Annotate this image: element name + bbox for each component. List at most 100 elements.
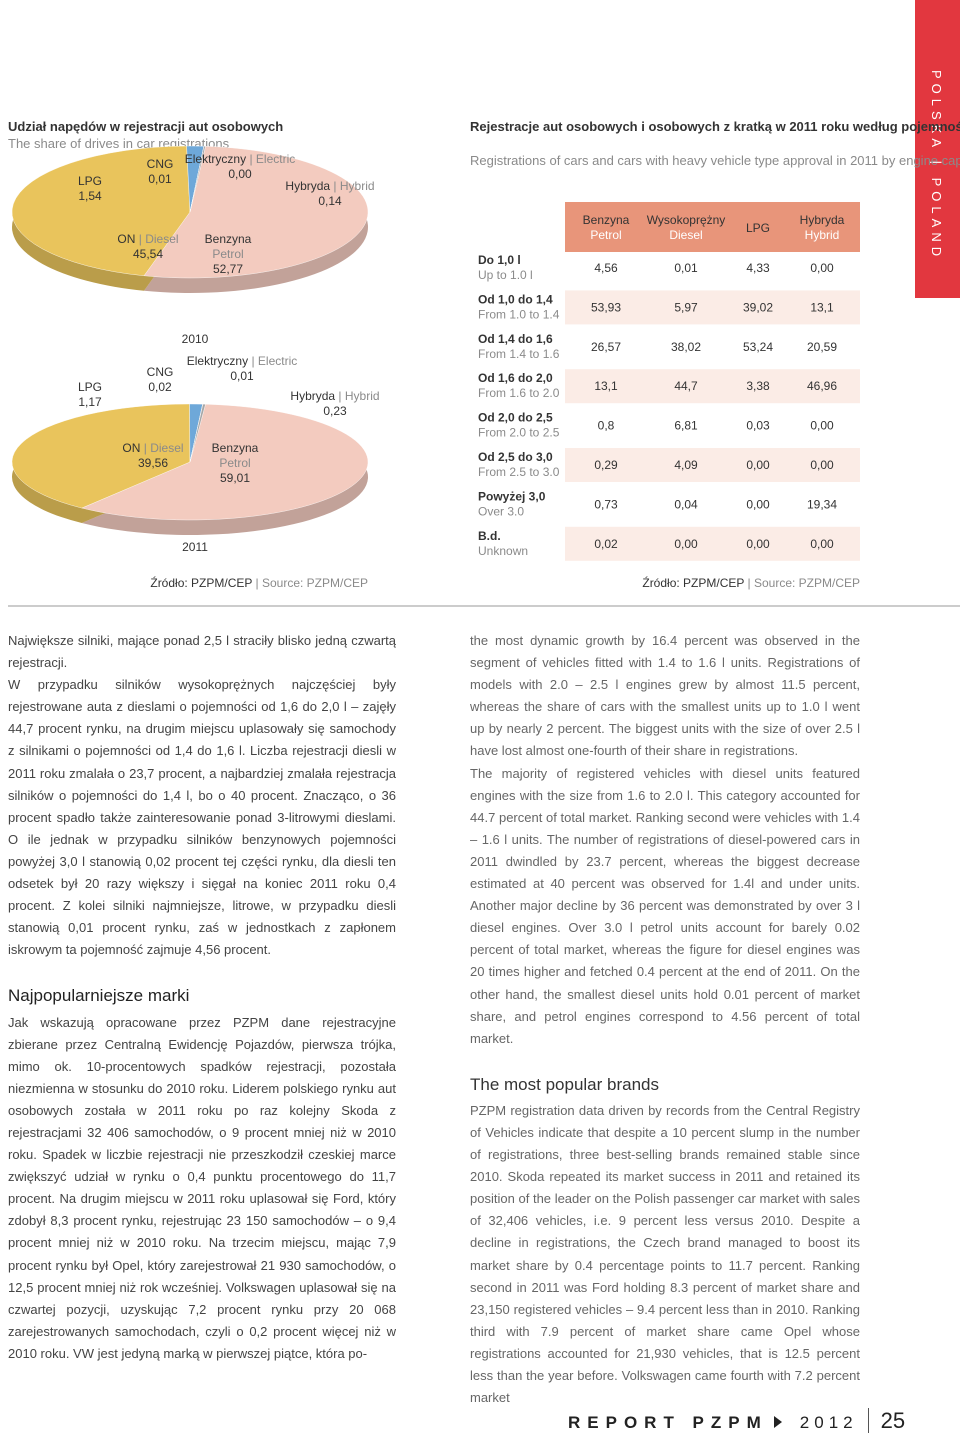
table-cell: 53,93	[591, 300, 621, 314]
column-header-pl: Wysokoprężny	[647, 213, 726, 227]
slice-value: 0,23	[323, 404, 347, 418]
source-pl: Źródło: PZPM/CEP	[150, 575, 252, 590]
side-en: POLAND	[929, 177, 944, 262]
pie-slice	[11, 145, 191, 276]
table-cell: 0,29	[594, 458, 618, 472]
side-pl: POLSKA	[929, 70, 944, 153]
row-label-en: Over 3.0	[478, 504, 524, 518]
table-cell: 0,00	[746, 458, 770, 472]
row-label-en: From 1.0 to 1.4	[478, 307, 560, 321]
slice-label-en: Diesel	[145, 232, 178, 246]
table-cell: 0,8	[598, 419, 615, 433]
slice-label-en: Hybrid	[345, 389, 380, 403]
table-subtitle: Registrations of cars and cars with heav…	[470, 153, 960, 168]
table-cell: 0,04	[674, 497, 698, 511]
slice-value: 45,54	[133, 247, 163, 261]
source-en: Source: PZPM/CEP	[754, 576, 860, 590]
slice-label-pl: Hybryda	[290, 389, 335, 403]
row-band	[565, 369, 860, 404]
footer-report: REPORT PZPM	[568, 1413, 768, 1432]
slice-label-pl: ON	[117, 232, 135, 246]
slice-label-pl: CNG	[147, 365, 174, 379]
table-cell: 4,09	[674, 458, 698, 472]
slice-label-en: Diesel	[150, 441, 183, 455]
row-label-en: From 2.0 to 2.5	[478, 426, 560, 440]
table-header-bg	[565, 202, 860, 252]
row-label-en: Unknown	[478, 544, 528, 558]
row-label-pl: Od 2,0 do 2,5	[478, 411, 553, 425]
footer: REPORT PZPM 2012 25	[568, 1408, 906, 1434]
slice-label-pl: Elektryczny	[187, 354, 248, 368]
table-cell: 5,97	[674, 300, 698, 314]
column-header-pl: LPG	[746, 221, 770, 235]
slice-label: CNG	[147, 157, 174, 171]
slice-label: Benzyna	[212, 441, 259, 455]
column-header-pl: Hybryda	[800, 213, 845, 227]
separator: |	[248, 354, 258, 368]
table-cell: 0,73	[594, 497, 618, 511]
slice-value: 1,17	[78, 395, 102, 409]
table-cell: 0,01	[674, 261, 698, 275]
row-label-pl: Do 1,0 l	[478, 253, 521, 267]
table-cell: 19,34	[807, 497, 837, 511]
page-number: 25	[867, 1408, 906, 1433]
column-header-en: Diesel	[669, 228, 702, 242]
slice-value: 0,00	[228, 167, 252, 181]
row-band	[565, 448, 860, 482]
separator: |	[335, 389, 345, 403]
slice-label: LPG	[78, 380, 102, 394]
row-label-en: From 1.6 to 2.0	[478, 386, 560, 400]
slice-label-pl: Elektryczny	[185, 152, 246, 166]
pie-year: 2011	[182, 540, 208, 554]
table-cell: 0,00	[810, 261, 834, 275]
slice-label-en: Hybrid	[340, 179, 375, 193]
slice-value: 0,01	[230, 369, 254, 383]
pie-slice	[189, 145, 206, 213]
footer-year: 2012	[799, 1413, 858, 1432]
source-pl: Źródło: PZPM/CEP	[642, 575, 744, 590]
slice-label-pl: LPG	[78, 174, 102, 188]
row-label-en: Up to 1.0 l	[478, 268, 533, 282]
top-graphics: Udział napędów w rejestracji aut osobowy…	[8, 119, 960, 607]
text-column-right: the most dynamic growth by 16.4 percent …	[470, 630, 860, 1409]
table-cell: 4,56	[594, 261, 618, 275]
separator: |	[246, 152, 256, 166]
separator: |	[135, 232, 145, 246]
table-cell: 26,57	[591, 340, 621, 354]
table-cell: 0,00	[810, 419, 834, 433]
table-cell: 20,59	[807, 340, 837, 354]
slice-label-en: Electric	[256, 152, 295, 166]
table-cell: 46,96	[807, 379, 837, 393]
table-cell: 13,1	[594, 379, 618, 393]
row-label-pl: Od 2,5 do 3,0	[478, 450, 553, 464]
slice-label-pl: LPG	[78, 380, 102, 394]
slice-label-pl: CNG	[147, 157, 174, 171]
table-cell: 13,1	[810, 300, 834, 314]
row-band	[565, 290, 860, 325]
table-title: Rejestracje aut osobowych i osobowych z …	[470, 119, 960, 134]
table-cell: 6,81	[674, 419, 698, 433]
row-label-pl: Od 1,4 do 1,6	[478, 332, 553, 346]
section-heading: The most popular brands	[470, 1074, 659, 1094]
paragraph: Jak wskazują opracowane przez PZPM dane …	[8, 1014, 396, 1361]
row-label-pl: Powyżej 3,0	[478, 489, 546, 503]
table-cell: 0,02	[594, 537, 618, 551]
slice-label-en: Electric	[258, 354, 297, 368]
column-header-pl: Benzyna	[583, 213, 630, 227]
slice-value: 1,54	[78, 189, 102, 203]
column-header-en: Hybrid	[805, 228, 840, 242]
table-cell: 39,02	[743, 300, 773, 314]
source: Źródło: PZPM/CEP | Source: PZPM/CEP	[642, 575, 860, 590]
slice-value: 59,01	[220, 471, 250, 485]
paragraph: the most dynamic growth by 16.4 percent …	[470, 633, 860, 759]
row-label-pl: B.d.	[478, 529, 501, 543]
side-tab-text: POLSKA | POLAND	[929, 70, 944, 262]
table-cell: 0,03	[746, 419, 770, 433]
row-label-en: From 2.5 to 3.0	[478, 465, 560, 479]
table-cell: 38,02	[671, 340, 701, 354]
slice-label: Benzyna	[205, 232, 252, 246]
slice-value: 0,02	[148, 380, 172, 394]
section-heading: Najpopularniejsze marki	[8, 986, 190, 1006]
paragraph: Największe silniki, mające ponad 2,5 l s…	[8, 633, 396, 671]
